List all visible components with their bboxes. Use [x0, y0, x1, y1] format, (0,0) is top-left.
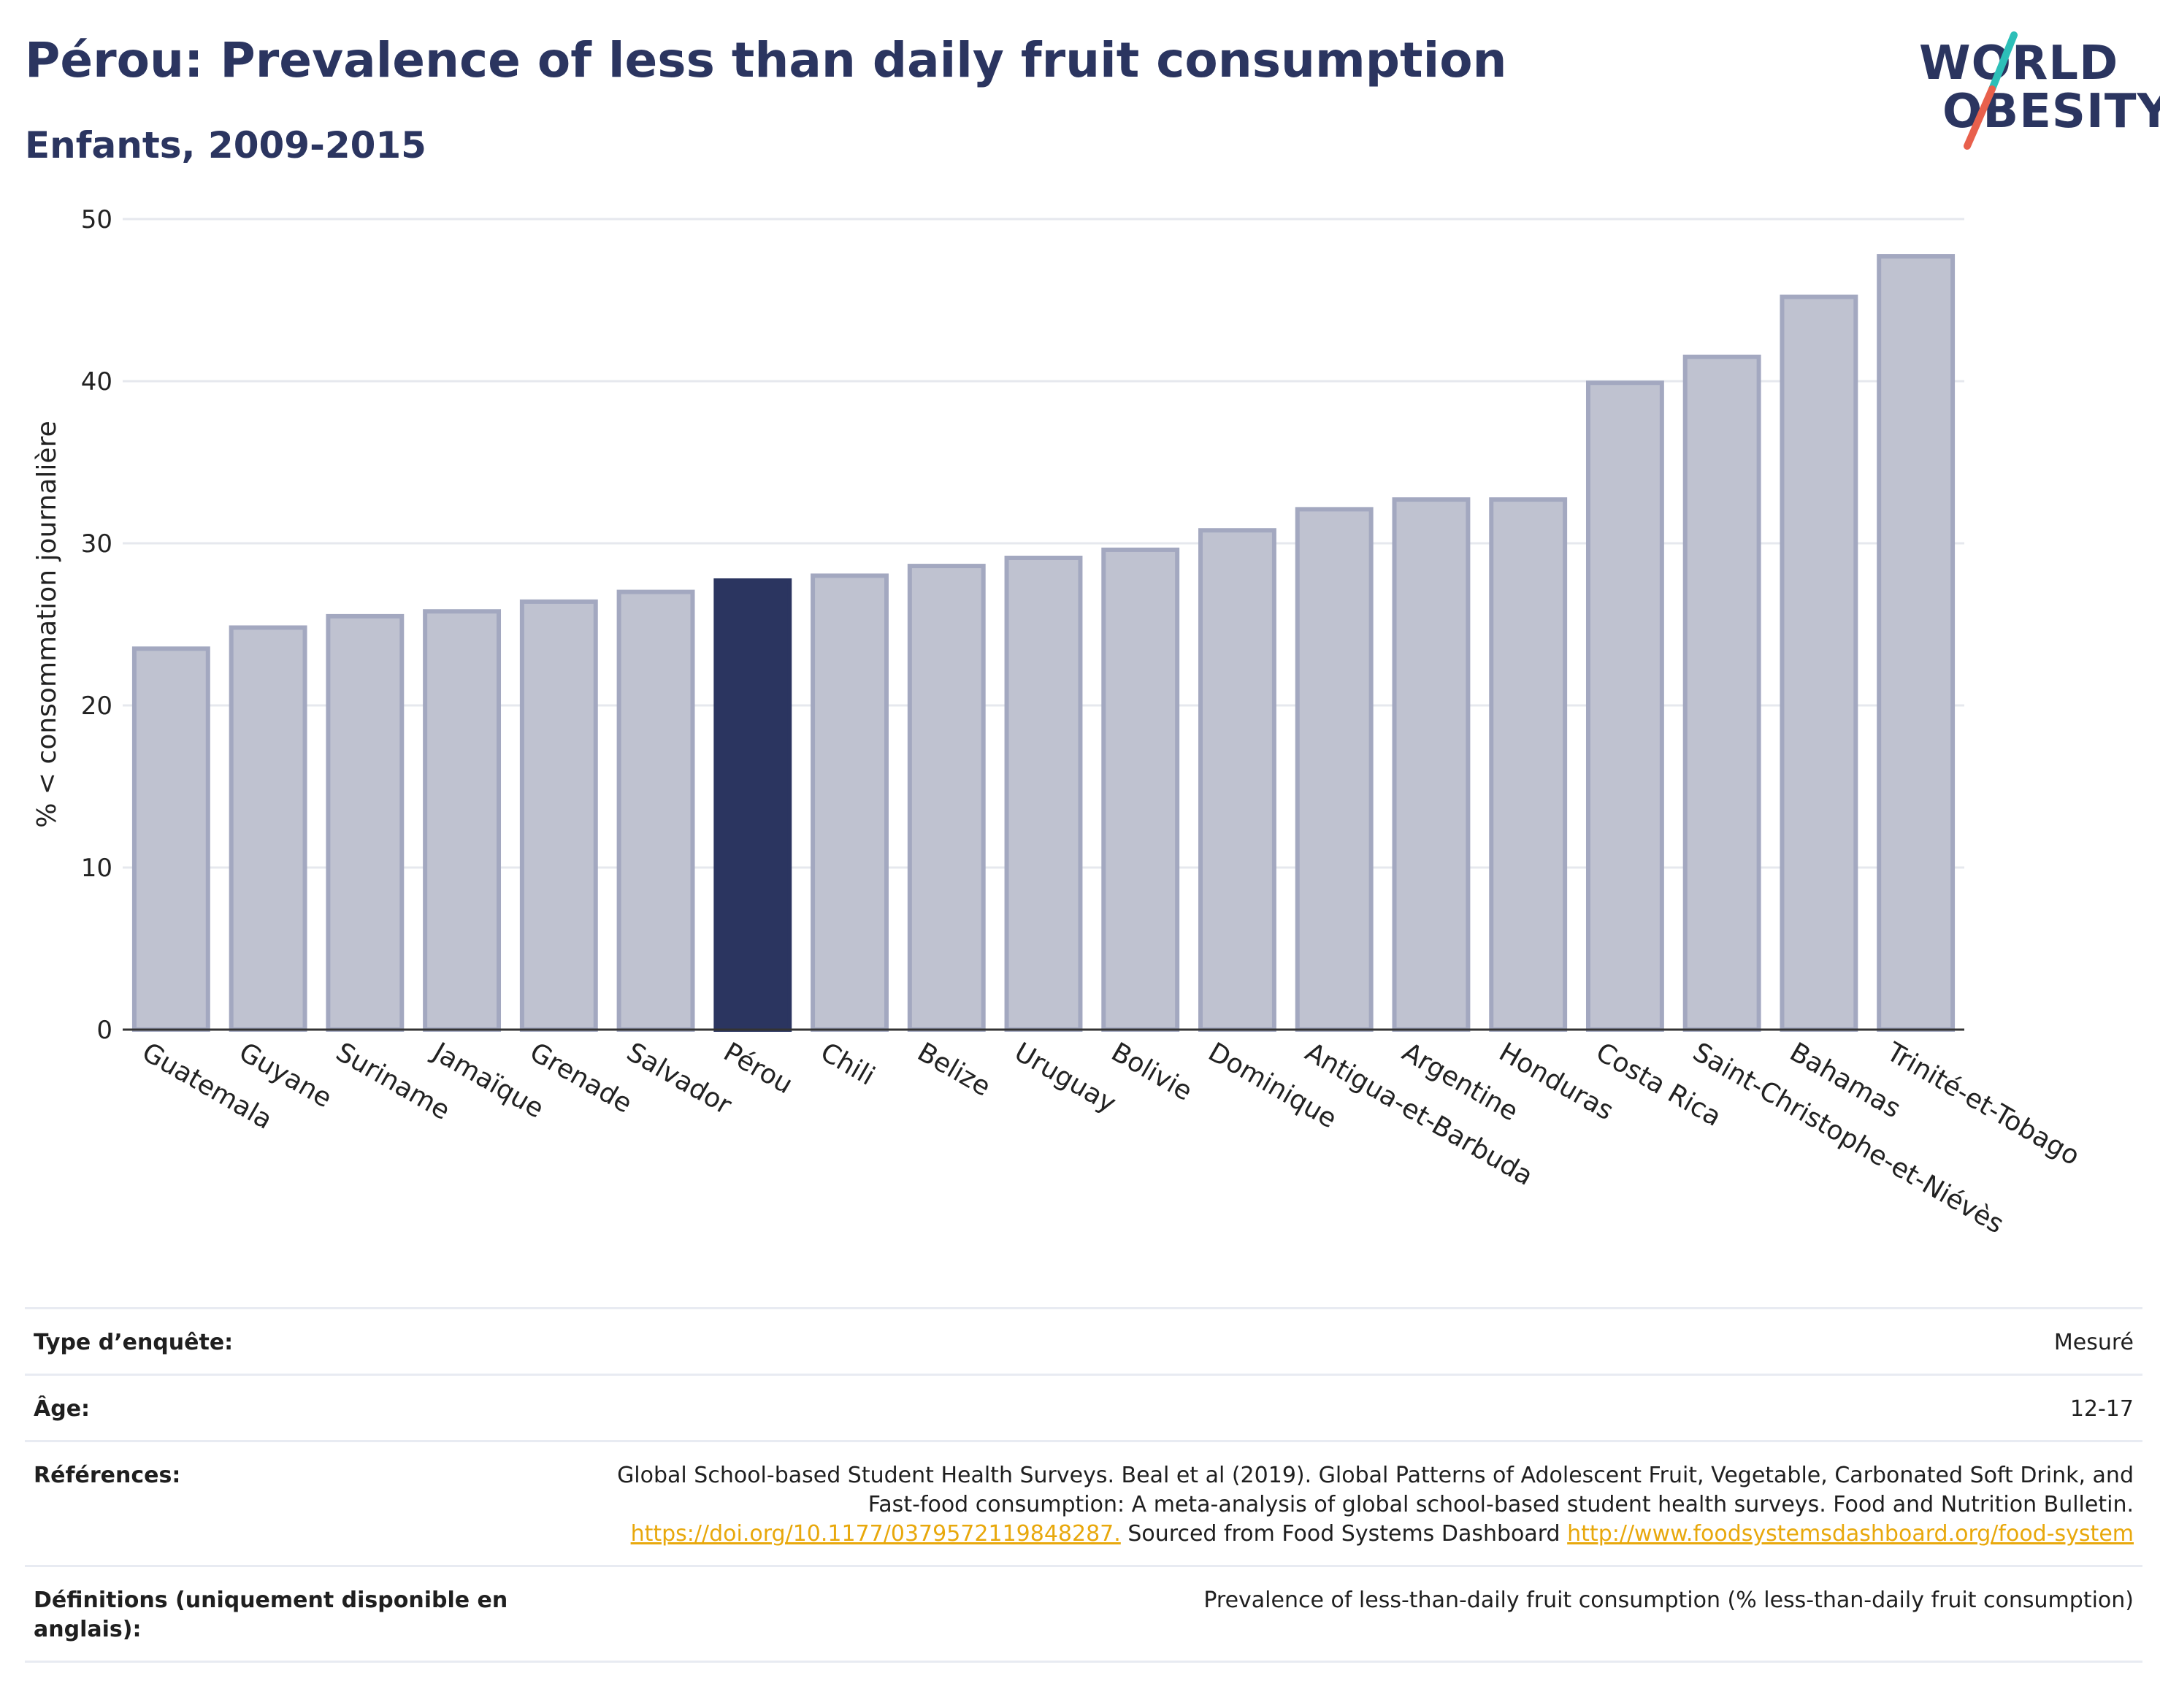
logo-line-1: WORLD — [1919, 37, 2119, 91]
meta-row-references: Références: Global School-based Student … — [25, 1440, 2142, 1565]
bar-antigua-et-barbuda — [1295, 507, 1374, 1032]
meta-value: Mesuré — [2053, 1330, 2134, 1355]
y-tick-label: 20 — [81, 692, 112, 721]
y-tick-label: 10 — [81, 854, 112, 883]
logo-slash-icon — [1964, 31, 2018, 150]
meta-key: Âge: — [34, 1396, 91, 1422]
meta-row-age: Âge: 12-17 — [25, 1374, 2142, 1440]
bar-saint-christophe-et-ni-v-s — [1682, 354, 1761, 1032]
meta-key: Définitions (uniquement disponible en an… — [34, 1588, 508, 1642]
bar-dominique — [1198, 528, 1276, 1032]
bar-uruguay — [1004, 555, 1083, 1033]
bar-argentine — [1392, 497, 1471, 1032]
references-text: Global School-based Student Health Surve… — [617, 1463, 2134, 1517]
food-systems-link[interactable]: http://www.foodsystemsdashboard.org/food… — [1567, 1521, 2134, 1547]
bar-bahamas — [1780, 294, 1858, 1032]
x-tick-label: Chili — [816, 1037, 880, 1091]
bar-guatemala — [131, 646, 210, 1032]
meta-key: Type d’enquête: — [34, 1330, 234, 1355]
metadata-table: Type d’enquête: Mesuré Âge: 12-17 Référe… — [25, 1307, 2142, 1663]
bar-belize — [907, 564, 986, 1032]
meta-key: Références: — [34, 1463, 181, 1488]
doi-link[interactable]: https://doi.org/10.1177/0379572119848287… — [630, 1521, 1121, 1547]
bar-bolivie — [1101, 547, 1180, 1032]
bar-guyane — [229, 625, 307, 1032]
bar-chili — [811, 573, 889, 1032]
references-source-text: Sourced from Food Systems Dashboard — [1127, 1521, 1560, 1547]
y-tick-label: 40 — [81, 367, 112, 397]
x-tick-label: Bolivie — [1106, 1037, 1198, 1107]
bar-jama-que — [423, 609, 502, 1032]
x-tick-label: Uruguay — [1009, 1037, 1121, 1119]
bar-grenade — [519, 599, 598, 1032]
world-obesity-logo: WORLD OBESITY — [1906, 29, 2160, 161]
chart-title: Pérou: Prevalence of less than daily fru… — [25, 32, 1507, 88]
meta-row-survey-type: Type d’enquête: Mesuré — [25, 1307, 2142, 1374]
bar-trinit-et-tobago — [1877, 254, 1956, 1032]
y-tick-label: 30 — [81, 529, 112, 559]
x-tick-label: Belize — [912, 1037, 995, 1102]
y-tick-label: 0 — [96, 1016, 112, 1045]
bar-suriname — [326, 613, 405, 1032]
y-axis-label: % < consommation journalière — [32, 421, 62, 827]
x-tick-label: Salvador — [621, 1037, 736, 1121]
chart-subtitle: Enfants, 2009-2015 — [25, 124, 426, 166]
y-tick-label: 50 — [81, 205, 112, 234]
bar-salvador — [616, 589, 695, 1032]
bar-honduras — [1489, 497, 1568, 1032]
bar-costa-rica — [1585, 380, 1664, 1033]
meta-value: Global School-based Student Health Surve… — [545, 1461, 2134, 1549]
meta-value: 12-17 — [2069, 1396, 2134, 1422]
meta-value: Prevalence of less-than-daily fruit cons… — [1203, 1588, 2134, 1613]
x-tick-label: Trinité-et-Tobago — [1881, 1037, 2085, 1172]
meta-row-definitions: Définitions (uniquement disponible en an… — [25, 1565, 2142, 1663]
bar-p-rou — [713, 578, 792, 1032]
